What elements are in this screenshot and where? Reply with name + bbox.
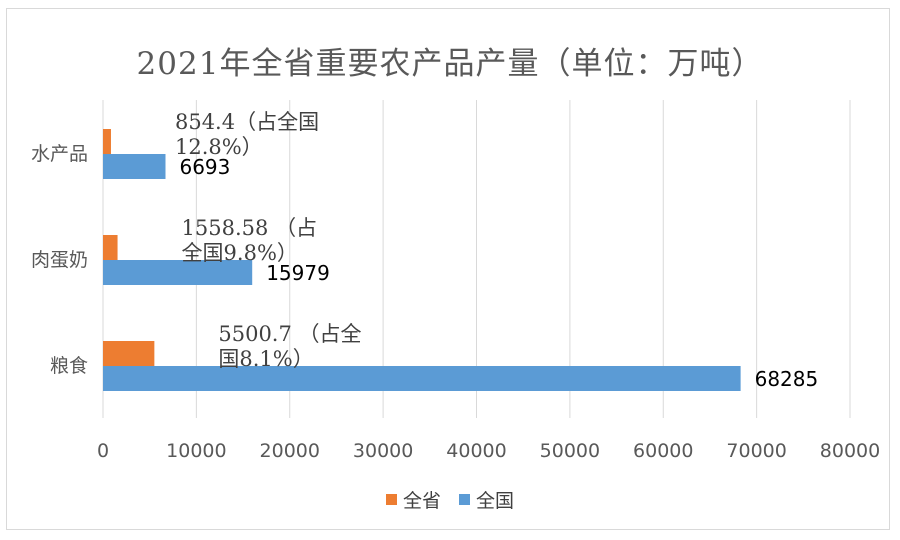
x-tick-label: 20000 bbox=[260, 440, 320, 462]
y-category-label: 水产品 bbox=[31, 143, 88, 165]
data-label-province: 854.4（占全国 bbox=[175, 110, 319, 134]
y-category-label: 肉蛋奶 bbox=[31, 249, 88, 271]
x-tick-label: 0 bbox=[97, 440, 109, 462]
data-label-province: 12.8%） bbox=[175, 135, 263, 159]
x-tick-label: 30000 bbox=[353, 440, 413, 462]
bar-national bbox=[103, 366, 741, 391]
bar-national bbox=[103, 260, 253, 285]
legend-item-province: 全省 bbox=[385, 486, 441, 513]
data-label-national: 15979 bbox=[266, 261, 330, 285]
x-tick-label: 10000 bbox=[166, 440, 226, 462]
x-tick-label: 50000 bbox=[540, 440, 600, 462]
data-label-province: 5500.7 （占全 bbox=[218, 322, 361, 346]
bar-province bbox=[103, 129, 111, 154]
x-tick-label: 60000 bbox=[633, 440, 693, 462]
legend-item-national: 全国 bbox=[459, 486, 514, 513]
data-label-national: 6693 bbox=[179, 155, 230, 179]
data-label-national: 68285 bbox=[755, 367, 819, 391]
legend-swatch-national bbox=[459, 494, 470, 505]
chart-legend: 全省 全国 bbox=[0, 486, 900, 513]
bar-province bbox=[103, 235, 118, 260]
legend-label-province: 全省 bbox=[402, 490, 441, 512]
bar-national bbox=[103, 154, 166, 179]
legend-label-national: 全国 bbox=[476, 490, 515, 512]
chart-title: 2021年全省重要农产品产量（单位：万吨） bbox=[136, 46, 764, 82]
legend-swatch-province bbox=[385, 494, 397, 505]
y-category-label: 粮食 bbox=[50, 355, 88, 377]
x-tick-label: 80000 bbox=[820, 440, 880, 462]
data-label-province: 1558.58 （占 bbox=[182, 216, 318, 240]
data-label-province: 全国9.8%） bbox=[182, 241, 298, 265]
x-tick-label: 40000 bbox=[446, 440, 506, 462]
data-label-province: 国8.1%） bbox=[218, 347, 313, 371]
bar-province bbox=[103, 341, 155, 366]
x-tick-label: 70000 bbox=[726, 440, 786, 462]
